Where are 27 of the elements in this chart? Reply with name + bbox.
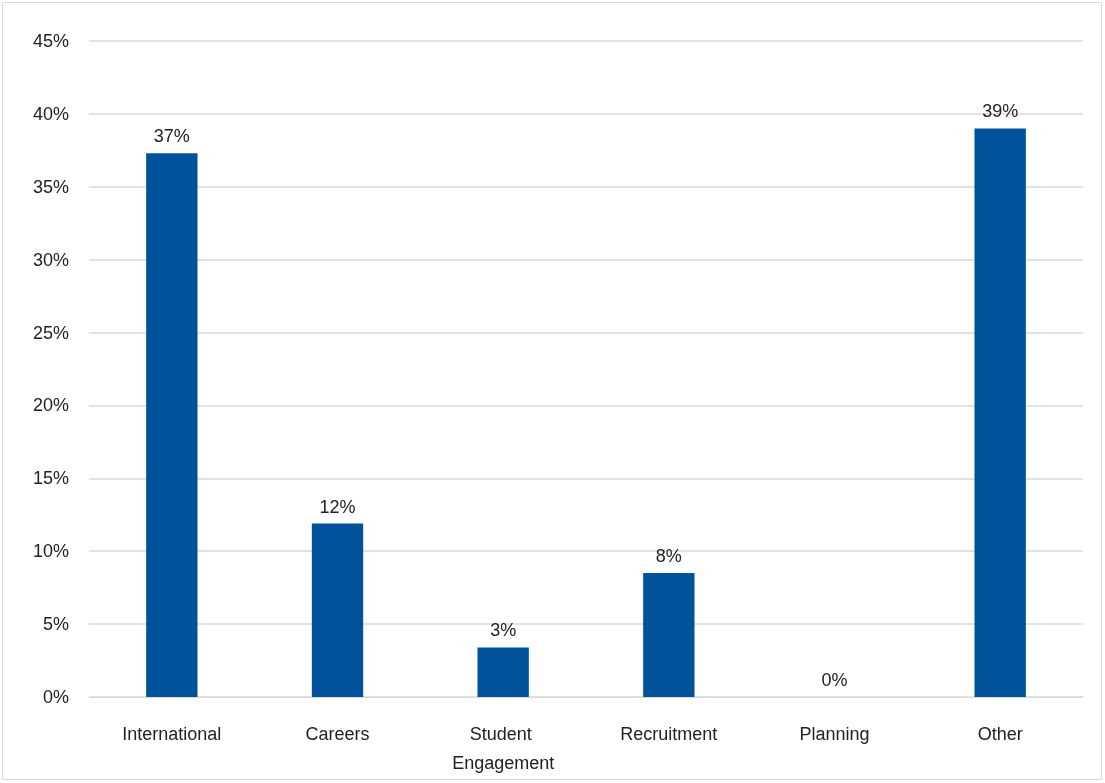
- x-tick-label: International: [122, 723, 222, 744]
- y-tick-label: 30%: [32, 249, 69, 270]
- y-tick-label: 35%: [32, 176, 69, 197]
- bar: [311, 523, 364, 697]
- y-tick-label: 15%: [32, 468, 69, 489]
- x-tick-label: Careers: [305, 723, 370, 744]
- y-tick-label: 25%: [32, 322, 69, 343]
- bar: [146, 153, 198, 697]
- y-tick-label: 0%: [42, 687, 69, 707]
- x-tick-label: Recruitment: [620, 723, 718, 744]
- x-tick-label: Planning: [799, 723, 870, 744]
- bar: [643, 573, 695, 697]
- y-tick-label: 45%: [32, 31, 69, 51]
- data-label: 0%: [821, 670, 848, 690]
- data-label: 3%: [490, 620, 517, 641]
- x-tick-label: Student Engagement: [452, 723, 555, 773]
- data-label: 37%: [153, 126, 190, 147]
- bar: [974, 128, 1026, 697]
- x-tick-label: Other: [977, 723, 1023, 744]
- y-tick-label: 10%: [32, 541, 69, 562]
- bar: [477, 647, 529, 697]
- data-label: 8%: [655, 546, 682, 567]
- y-tick-label: 5%: [42, 614, 69, 635]
- data-label: 39%: [982, 101, 1019, 122]
- y-tick-label: 20%: [32, 395, 69, 416]
- y-tick-label: 40%: [32, 103, 69, 124]
- data-label: 12%: [319, 496, 356, 517]
